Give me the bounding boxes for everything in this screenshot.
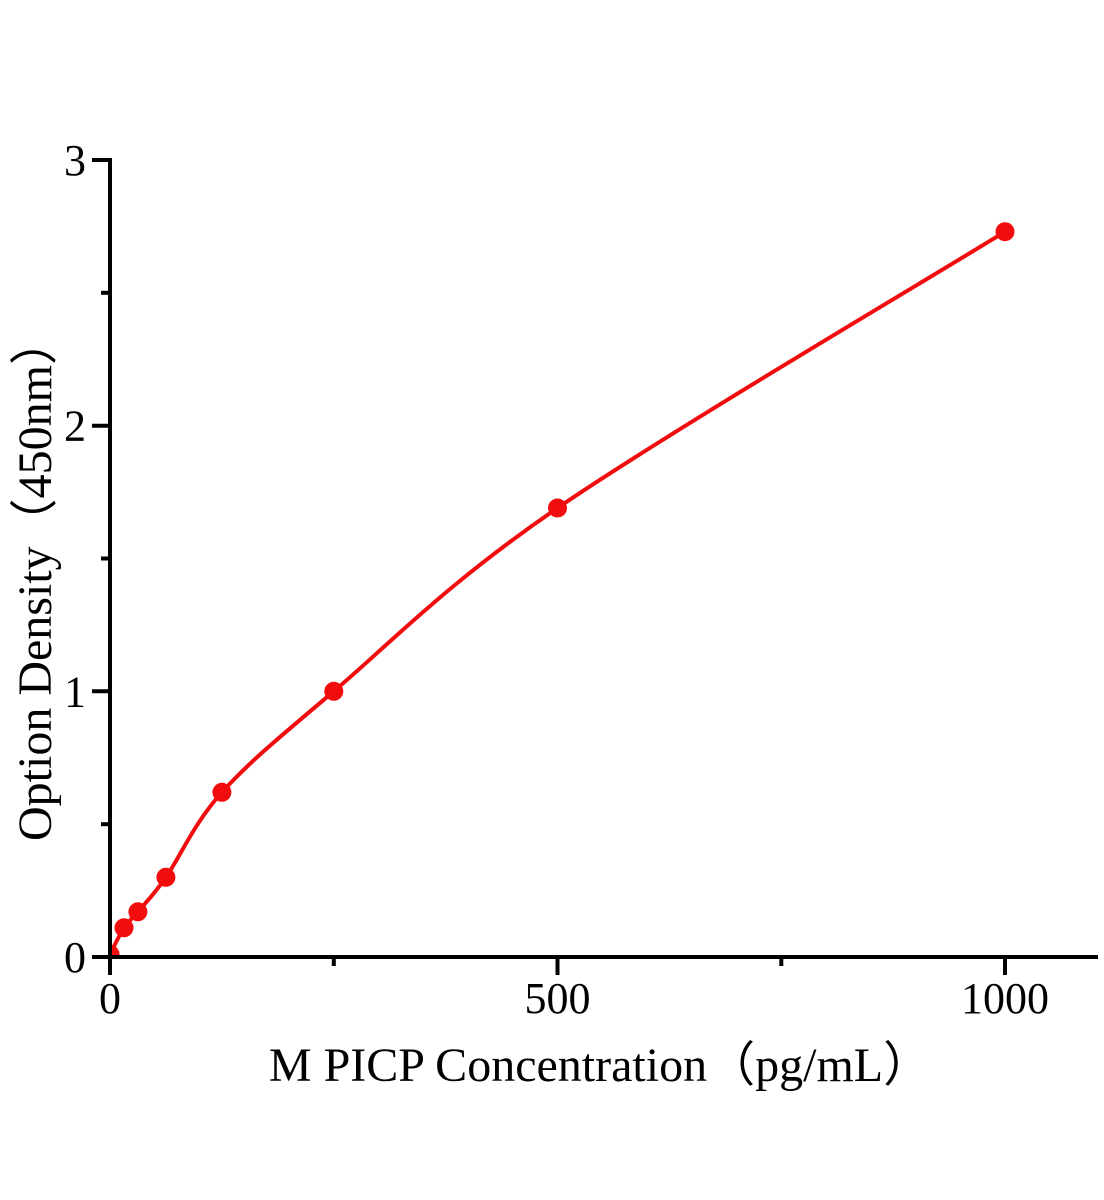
y-tick-label: 0 xyxy=(64,933,86,982)
axes xyxy=(92,158,1098,975)
data-point-marker xyxy=(548,498,567,518)
y-tick-label: 1 xyxy=(64,667,86,716)
x-axis-title: M PICP Concentration（pg/mL） xyxy=(268,1039,932,1092)
data-point-marker xyxy=(995,222,1015,242)
data-point-marker xyxy=(128,902,148,922)
y-axis-title: Option Density（450nm） xyxy=(9,317,62,841)
x-tick-label: 1000 xyxy=(961,974,1049,1023)
x-tick-label: 0 xyxy=(99,974,121,1023)
y-tick-label: 2 xyxy=(64,402,86,451)
data-point-marker xyxy=(212,782,232,802)
y-tick-label: 3 xyxy=(64,136,86,185)
data-point-marker xyxy=(112,945,120,955)
data-point-marker xyxy=(156,867,176,887)
x-tick-label: 500 xyxy=(525,974,591,1023)
standard-curve-series xyxy=(112,222,1015,955)
standard-curve-line xyxy=(112,229,1007,955)
data-point-marker xyxy=(114,918,134,938)
data-point-marker xyxy=(324,681,344,701)
